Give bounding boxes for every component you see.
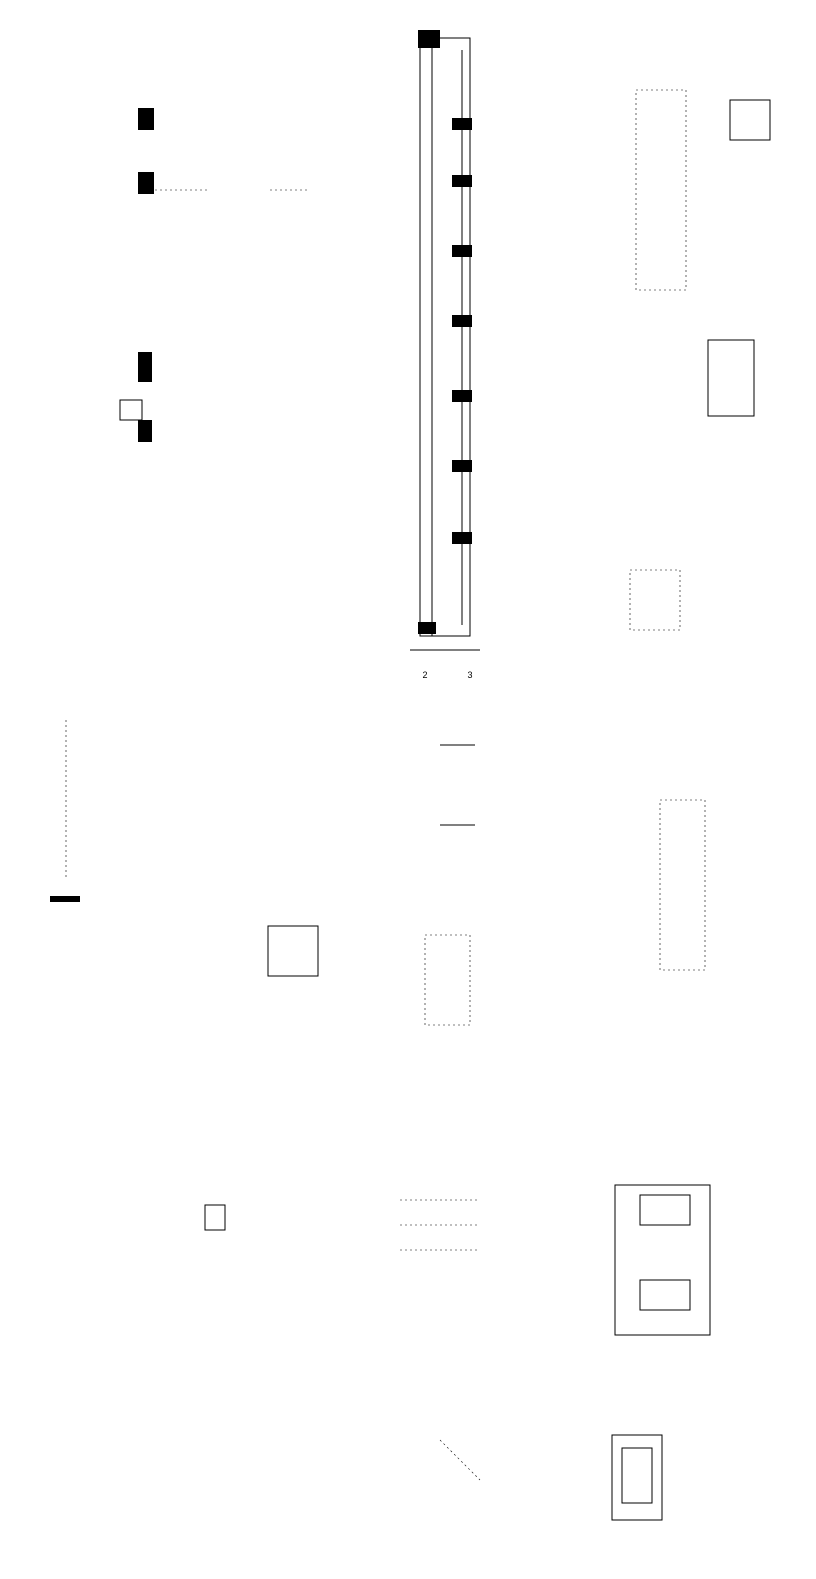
section — [138, 172, 154, 194]
clip — [204, 1204, 226, 1231]
plate-view — [707, 339, 755, 417]
beam-elevation: 2 3 — [410, 30, 480, 680]
box-section — [614, 1184, 711, 1336]
bracket — [729, 99, 771, 141]
box-section — [611, 1434, 663, 1521]
plan-view — [629, 569, 681, 631]
stiffener — [452, 118, 472, 130]
beam-outline — [419, 37, 471, 637]
stiffener — [452, 390, 472, 402]
stiffener — [452, 532, 472, 544]
section — [138, 420, 152, 442]
detail-marker: 3 — [467, 670, 472, 680]
stiffener-group — [639, 1194, 691, 1226]
end-plate — [418, 622, 436, 634]
connection-view — [635, 89, 687, 291]
section — [138, 108, 154, 130]
connection-view — [659, 799, 706, 971]
right-details — [629, 89, 771, 631]
stiffener — [452, 315, 472, 327]
end-plate — [418, 30, 440, 48]
bracket-view — [267, 925, 319, 977]
leader — [439, 1439, 481, 1481]
inner-plate — [621, 1447, 653, 1504]
stiffener — [452, 175, 472, 187]
base-plate — [50, 896, 80, 902]
stiffener — [452, 460, 472, 472]
plate — [119, 399, 143, 421]
stiffener — [452, 245, 472, 257]
detail-marker: 2 — [422, 670, 427, 680]
section — [138, 352, 152, 382]
lower-details — [50, 720, 711, 1521]
left-details — [119, 108, 310, 442]
stiffener-group — [639, 1279, 691, 1311]
panel-view — [424, 934, 471, 1026]
